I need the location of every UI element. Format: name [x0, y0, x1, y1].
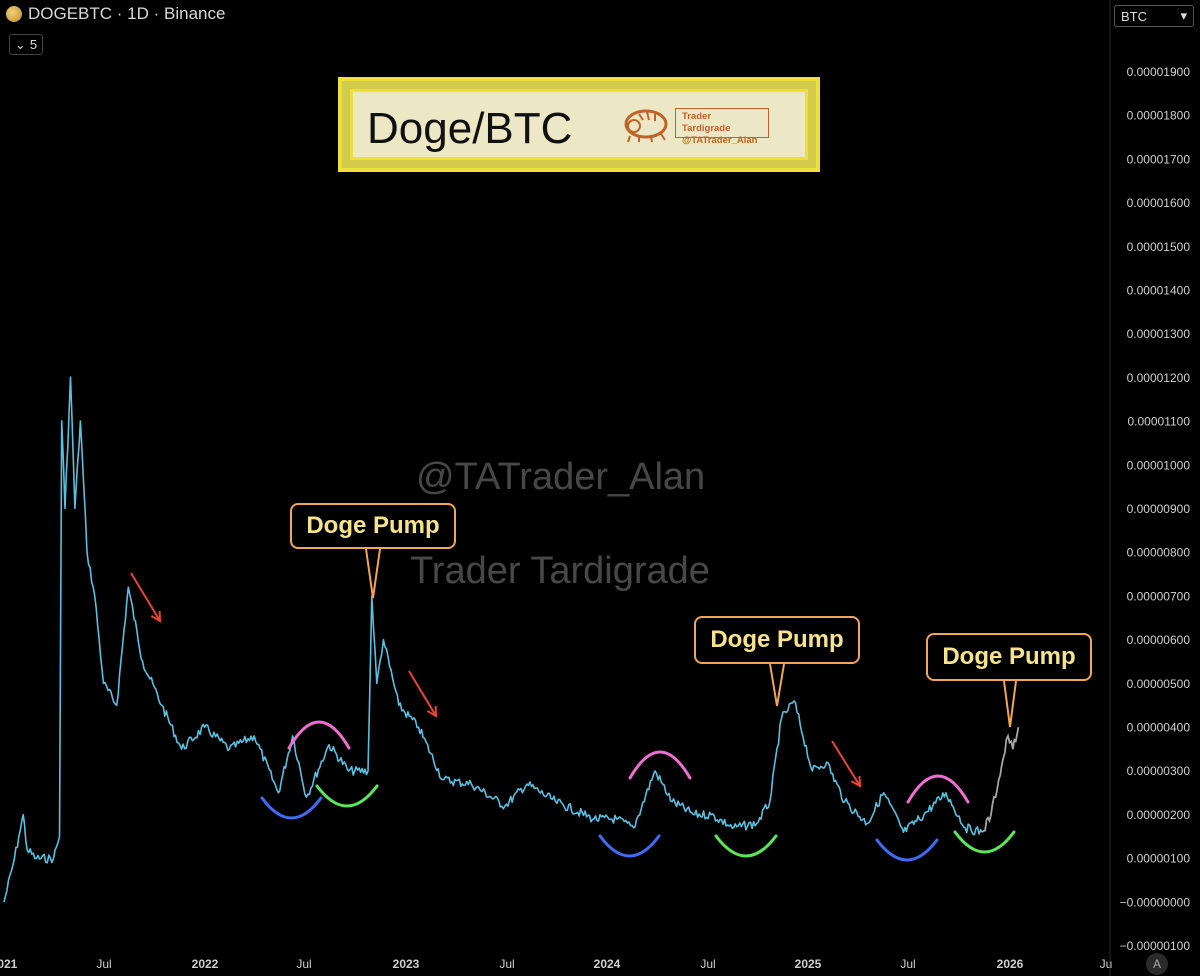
watermark-handle: @TATrader_Alan — [416, 456, 706, 498]
currency-selector[interactable]: BTC ▾ — [1114, 5, 1194, 27]
red-arrow — [408, 670, 437, 717]
y-tick-label: −0.00000100 — [1120, 939, 1191, 953]
top-arc — [287, 720, 351, 750]
y-tick-label: 0.00001700 — [1127, 152, 1191, 166]
y-tick-label: 0.00001600 — [1127, 196, 1191, 210]
price-line — [3, 376, 983, 903]
red-arrowhead — [426, 705, 438, 718]
red-arrowhead — [150, 610, 162, 623]
y-tick-label: 0.00001100 — [1127, 415, 1190, 429]
projection-line — [981, 727, 1020, 833]
y-tick-label: −0.00000000 — [1120, 895, 1191, 909]
banner-title: Doge/BTC — [367, 104, 573, 153]
y-tick-label: 0.00000300 — [1127, 764, 1191, 778]
red-arrow — [130, 572, 161, 622]
chevron-down-icon: ⌄ — [14, 36, 26, 52]
x-tick-label: Jul — [499, 957, 514, 971]
y-tick-label: 0.00001800 — [1127, 109, 1191, 123]
y-tick-label: 0.00000500 — [1127, 677, 1191, 691]
red-arrowhead — [850, 775, 862, 788]
y-tick-label: 0.00000400 — [1127, 721, 1191, 735]
top-arc — [906, 774, 970, 804]
interval-toggle[interactable]: ⌄ 5 — [9, 34, 43, 55]
x-tick-label: 2023 — [393, 957, 420, 971]
y-tick-label: 0.00001500 — [1127, 240, 1191, 254]
currency-label: BTC — [1121, 8, 1147, 24]
callout-pointer — [365, 548, 381, 599]
bottom-arc — [714, 834, 778, 858]
doge-pump-callout-1: Doge Pump — [290, 503, 456, 549]
x-tick-label: Jul — [700, 957, 715, 971]
logo-text-box: Trader Tardigrade @TATrader_Alan — [675, 108, 769, 146]
callout-label: Doge Pump — [942, 643, 1076, 670]
callout-label: Doge Pump — [710, 626, 844, 653]
callout-label: Doge Pump — [306, 512, 440, 539]
bottom-arc — [315, 784, 379, 808]
x-axis: 2021 Jul 2022 Jul 2023 Jul 2024 Jul 2025 Jul 2026 J… — [0, 957, 1112, 971]
bottom-arc — [875, 838, 939, 862]
x-tick-label: 2025 — [795, 957, 822, 971]
y-tick-label: 0.00000800 — [1127, 546, 1191, 560]
x-tick-label: Ju — [1100, 957, 1113, 971]
auto-scale-label: A — [1152, 957, 1161, 971]
y-axis: 0.00001900 0.00001800 0.00001700 0.00001600… — [1120, 65, 1191, 953]
interval-value: 5 — [29, 37, 38, 52]
x-tick-label: Jul — [296, 957, 311, 971]
auto-scale-button[interactable]: A — [1146, 953, 1168, 975]
chevron-down-icon: ▾ — [1180, 8, 1187, 23]
y-tick-label: 0.00000900 — [1127, 502, 1191, 516]
y-tick-label: 0.00000600 — [1127, 633, 1191, 647]
title-banner: Doge/BTC Trader Tardigrade @TATrader_Ala… — [338, 77, 820, 172]
bottom-arc — [260, 796, 323, 820]
dogecoin-icon — [6, 6, 22, 22]
bottom-arc — [598, 834, 661, 858]
x-tick-label: Jul — [900, 957, 915, 971]
doge-pump-callout-2: Doge Pump — [694, 616, 860, 664]
y-tick-label: 0.00000700 — [1127, 589, 1191, 603]
y-tick-label: 0.00000200 — [1127, 808, 1191, 822]
y-tick-label: 0.00001000 — [1127, 458, 1191, 472]
callout-pointer — [1003, 680, 1017, 728]
doge-pump-callout-3: Doge Pump — [926, 633, 1092, 681]
chart-header: DOGEBTC · 1D · Binance — [6, 4, 225, 24]
banner-inner: Doge/BTC Trader Tardigrade @TATrader_Ala… — [350, 89, 808, 160]
logo-line-1: Trader Tardigrade — [682, 111, 731, 134]
y-tick-label: 0.00001200 — [1127, 371, 1191, 385]
logo-line-2: @TATrader_Alan — [682, 135, 758, 146]
tardigrade-logo-icon — [624, 109, 668, 143]
y-tick-label: 0.00001900 — [1127, 65, 1191, 79]
symbol-title[interactable]: DOGEBTC · 1D · Binance — [28, 4, 226, 23]
red-arrow — [831, 740, 861, 787]
watermark-name: Trader Tardigrade — [410, 550, 710, 592]
y-tick-label: 0.00001300 — [1127, 327, 1191, 341]
x-tick-label: 2024 — [594, 957, 621, 971]
top-arc — [628, 750, 692, 780]
x-tick-label: Jul — [96, 957, 111, 971]
x-tick-label: 2022 — [192, 957, 219, 971]
callout-pointer — [769, 663, 785, 707]
x-tick-label: 2021 — [0, 957, 18, 971]
y-tick-label: 0.00000100 — [1127, 852, 1191, 866]
y-tick-label: 0.00001400 — [1127, 284, 1191, 298]
x-tick-label: 2026 — [997, 957, 1024, 971]
bottom-arc — [953, 830, 1016, 854]
